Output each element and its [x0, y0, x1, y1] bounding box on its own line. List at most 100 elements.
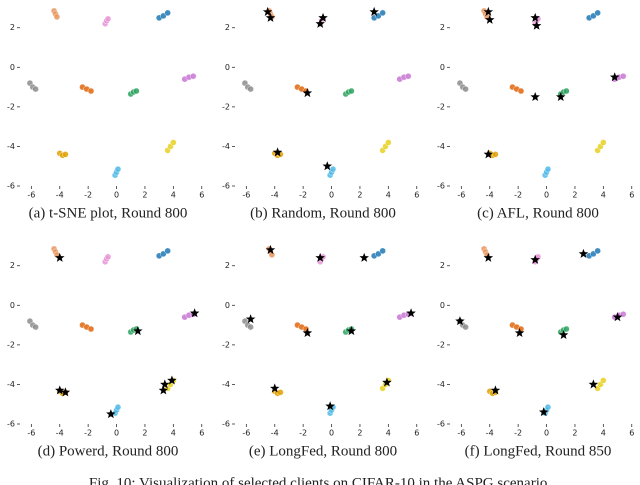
star-marker: [158, 385, 169, 395]
point: [600, 139, 607, 146]
y-tick-label: -4: [222, 142, 230, 151]
x-tick-label: 4: [171, 429, 176, 438]
point: [379, 247, 386, 255]
point: [620, 73, 627, 80]
x-tick-label: -4: [486, 191, 494, 200]
subplot-caption: (d) Powerd, Round 800: [38, 443, 179, 459]
y-tick-label: 2: [10, 261, 15, 270]
point: [62, 151, 69, 158]
x-tick-label: -6: [457, 429, 465, 438]
y-tick-label: -6: [437, 182, 445, 191]
star-marker: [55, 252, 65, 262]
y-tick-label: -6: [7, 420, 15, 429]
star-marker: [609, 72, 620, 82]
y-tick-label: -4: [437, 142, 445, 151]
star-marker: [369, 6, 379, 16]
point: [164, 9, 171, 17]
y-tick-label: -2: [222, 340, 230, 349]
x-tick-label: -4: [271, 429, 279, 438]
x-tick-label: -6: [242, 191, 250, 200]
point: [563, 325, 570, 333]
y-tick-label: -4: [222, 380, 230, 389]
star-marker: [167, 375, 177, 385]
x-tick-label: 4: [601, 191, 606, 200]
point: [277, 389, 284, 396]
x-tick-label: 4: [601, 429, 606, 438]
x-tick-label: -2: [514, 429, 522, 438]
x-tick-label: -6: [242, 429, 250, 438]
x-tick-label: 0: [329, 191, 334, 200]
y-tick-label: -4: [7, 380, 15, 389]
x-tick-label: 4: [171, 191, 176, 200]
star-marker: [483, 149, 494, 159]
x-tick-label: 0: [544, 191, 549, 200]
x-tick-label: 6: [414, 191, 419, 200]
star-marker: [578, 248, 589, 258]
y-tick-label: -2: [222, 102, 230, 111]
y-tick-label: -6: [7, 182, 15, 191]
star-marker: [555, 91, 566, 102]
point: [114, 403, 122, 411]
star-marker: [60, 387, 71, 397]
x-tick-label: 6: [629, 191, 634, 200]
point: [133, 87, 140, 95]
x-tick-label: 0: [114, 191, 119, 200]
y-tick-label: 2: [225, 261, 230, 270]
x-tick-label: 2: [357, 429, 362, 438]
y-tick-label: -4: [437, 380, 445, 389]
star-marker: [588, 379, 599, 389]
subplot-caption: (c) AFL, Round 800: [477, 205, 599, 221]
x-tick-label: -6: [457, 191, 465, 200]
point: [492, 151, 499, 158]
x-tick-label: -2: [299, 429, 307, 438]
point: [462, 85, 469, 93]
x-tick-label: 0: [544, 429, 549, 438]
point: [247, 85, 254, 93]
star-marker: [558, 329, 569, 340]
y-tick-label: -6: [222, 420, 230, 429]
x-tick-label: -4: [56, 429, 64, 438]
point: [600, 377, 607, 384]
y-tick-label: -2: [7, 340, 15, 349]
point: [32, 85, 39, 93]
point: [247, 323, 254, 331]
x-tick-label: 6: [199, 191, 204, 200]
subplot-caption: (e) LongFed, Round 800: [249, 443, 397, 459]
star-marker: [530, 91, 540, 102]
star-marker: [55, 385, 65, 395]
x-tick-label: -2: [299, 191, 307, 200]
subplot-caption: (b) Random, Round 800: [250, 205, 396, 221]
star-marker: [302, 88, 313, 98]
x-tick-label: -2: [84, 429, 92, 438]
point: [594, 9, 601, 17]
point: [544, 403, 552, 411]
point: [348, 87, 355, 95]
y-tick-label: -6: [222, 182, 230, 191]
star-marker: [531, 20, 542, 30]
y-tick-label: -4: [7, 142, 15, 151]
point: [87, 325, 95, 333]
point: [563, 87, 570, 95]
x-tick-label: 2: [142, 429, 147, 438]
y-tick-label: 2: [440, 261, 445, 270]
y-tick-label: 0: [225, 63, 230, 72]
point: [87, 87, 95, 95]
star-marker: [302, 328, 313, 338]
x-tick-label: 6: [199, 429, 204, 438]
y-tick-label: 2: [225, 23, 230, 32]
point: [114, 165, 122, 173]
y-tick-label: 2: [440, 23, 445, 32]
x-tick-label: 2: [142, 191, 147, 200]
y-tick-label: 0: [440, 63, 445, 72]
point: [32, 323, 39, 331]
x-tick-label: -4: [56, 191, 64, 200]
star-marker: [538, 407, 549, 417]
x-tick-label: 4: [386, 429, 391, 438]
star-marker: [514, 328, 525, 338]
star-marker: [530, 12, 540, 22]
y-tick-label: 0: [10, 301, 15, 310]
star-marker: [265, 244, 276, 254]
star-marker: [490, 385, 501, 395]
